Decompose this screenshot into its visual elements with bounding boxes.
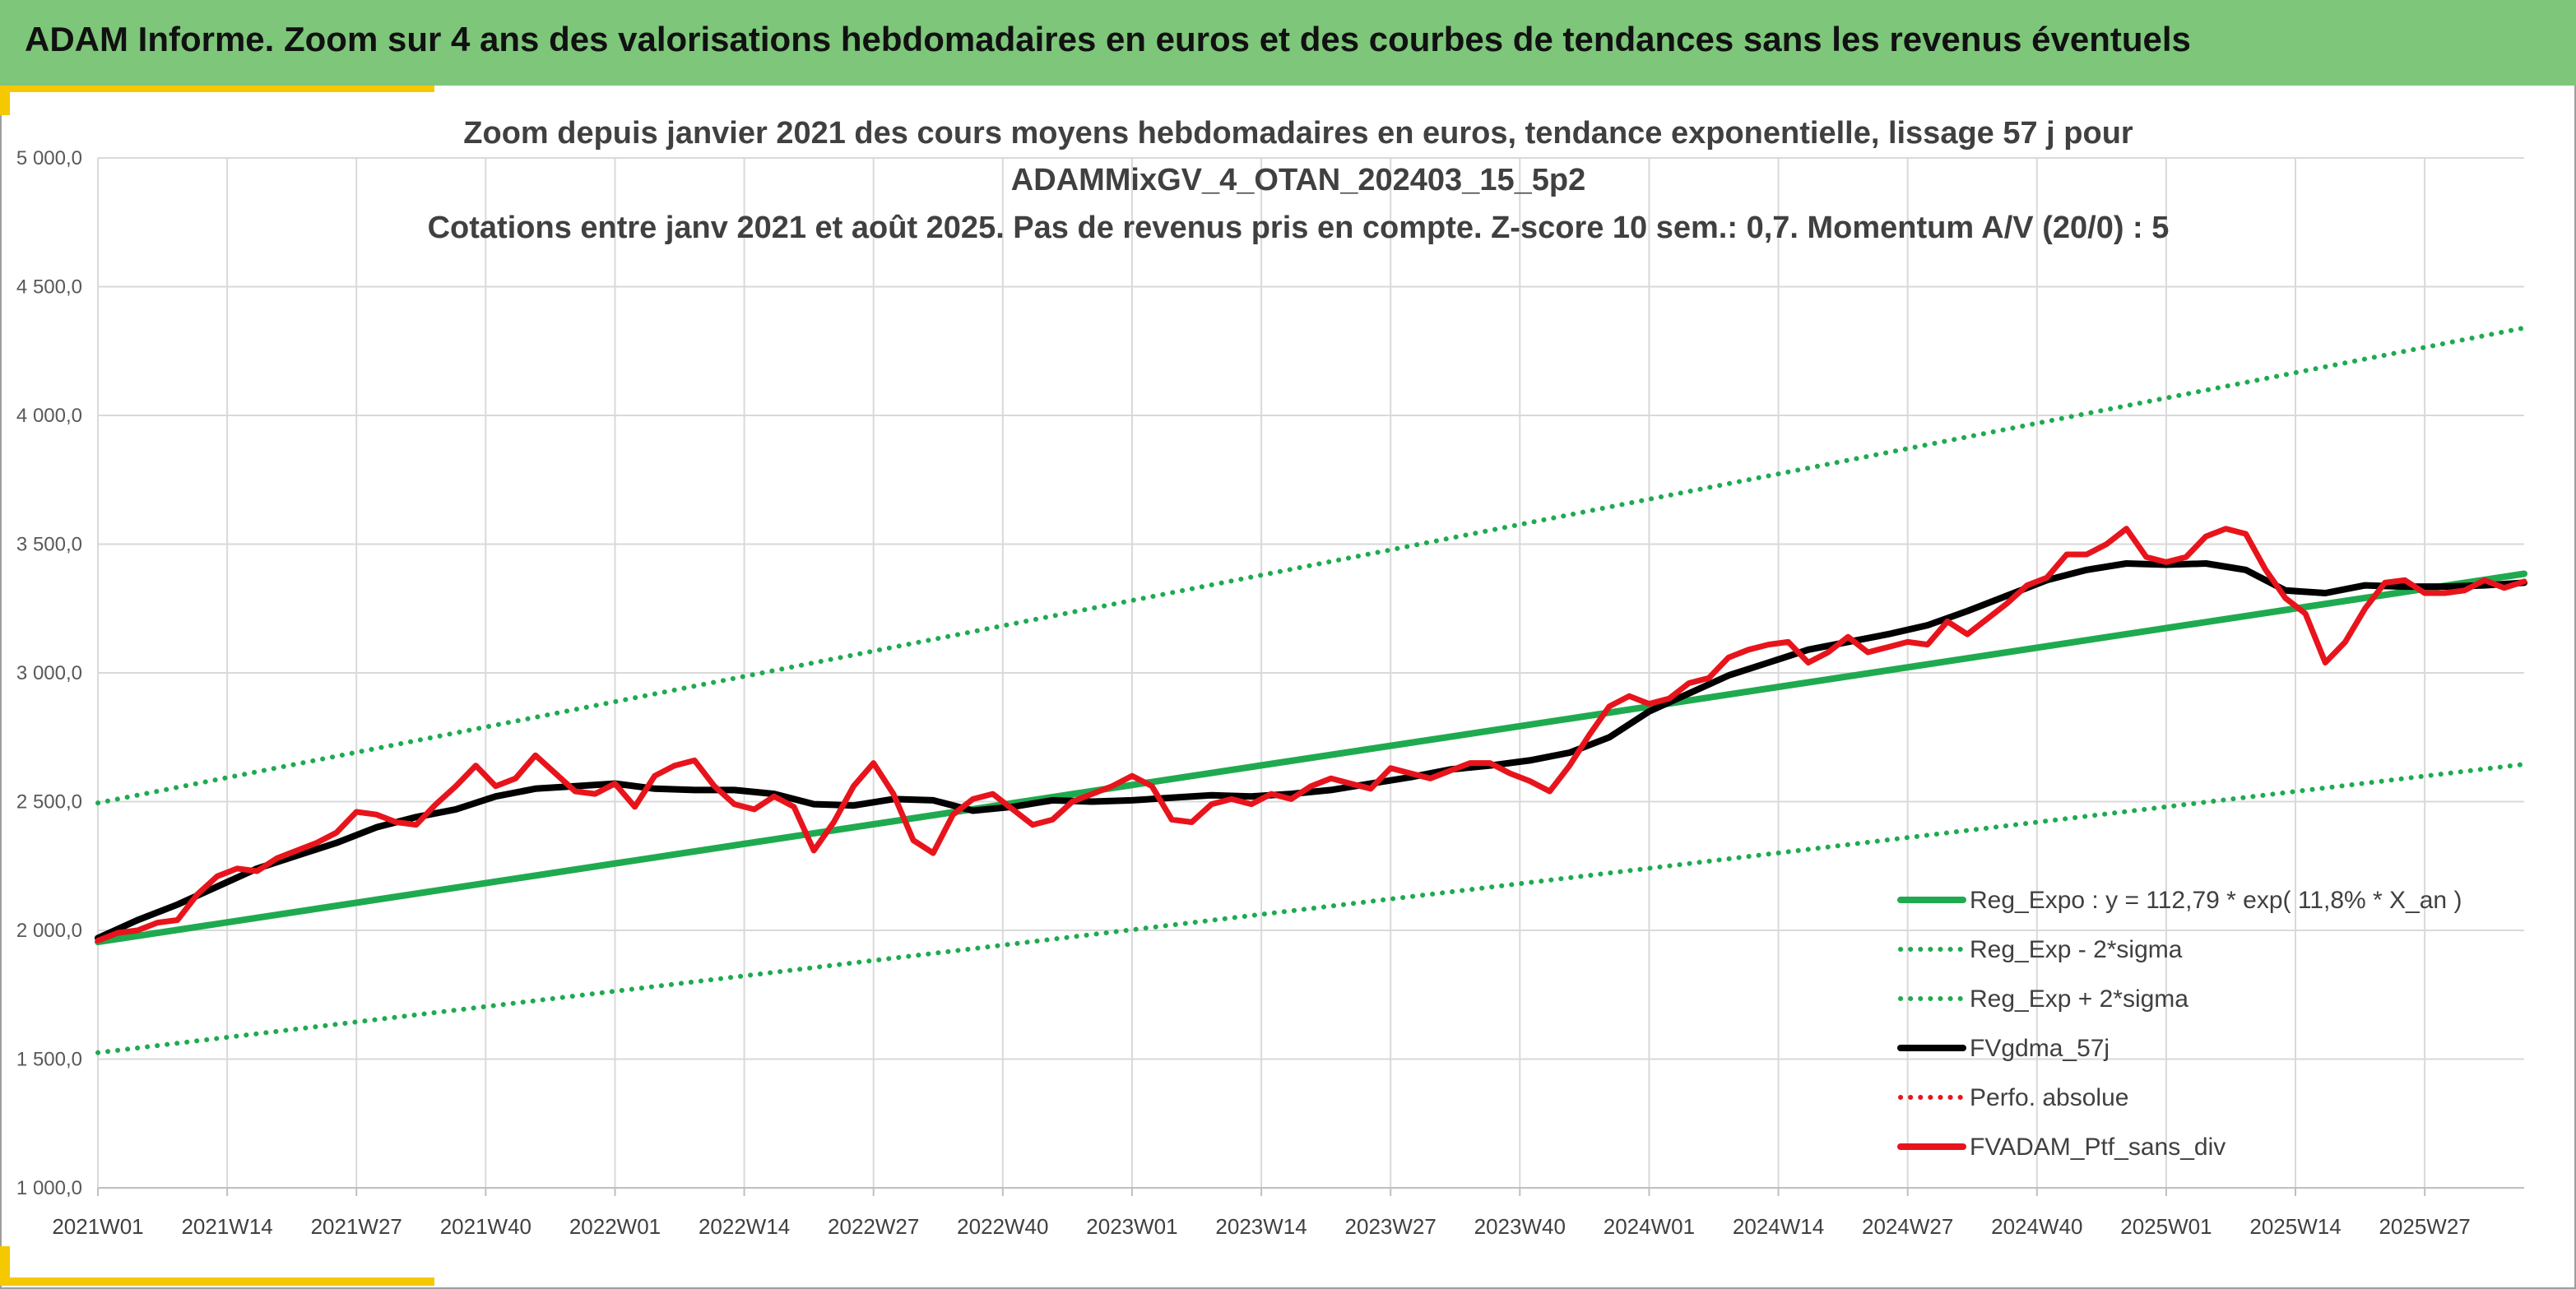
x-tick-label: 2021W27 bbox=[311, 1214, 402, 1239]
chart-title-line-1: Zoom depuis janvier 2021 des cours moyen… bbox=[463, 116, 2133, 151]
series-line-2 bbox=[95, 325, 2527, 806]
y-tick-label: 2 000,0 bbox=[16, 920, 82, 942]
accent-bar-bottom bbox=[0, 1277, 434, 1286]
y-axis-ticks: 5 000,0 4 500,0 4 000,0 3 500,0 3 000,0 2 500… bbox=[16, 147, 82, 1199]
x-tick-label: 2024W40 bbox=[1991, 1214, 2082, 1239]
x-tick-label: 2023W14 bbox=[1215, 1214, 1307, 1239]
y-tick-label: 3 000,0 bbox=[16, 662, 82, 684]
page-title: ADAM Informe. Zoom sur 4 ans des valoris… bbox=[25, 20, 2191, 58]
x-tick-label: 2025W01 bbox=[2120, 1214, 2212, 1239]
x-tick-label: 2022W40 bbox=[957, 1214, 1048, 1239]
x-tick-label: 2023W40 bbox=[1474, 1214, 1566, 1239]
x-tick-label: 2023W27 bbox=[1345, 1214, 1437, 1239]
x-tick-label: 2024W14 bbox=[1733, 1214, 1824, 1239]
series-line-0 bbox=[95, 570, 2527, 946]
series-line-1 bbox=[95, 762, 2527, 1055]
y-tick-label: 4 000,0 bbox=[16, 405, 82, 427]
series-line-5 bbox=[95, 526, 2527, 944]
x-tick-label: 2025W14 bbox=[2249, 1214, 2341, 1239]
x-tick-label: 2024W27 bbox=[1862, 1214, 1953, 1239]
legend-label-1: Reg_Exp - 2*sigma bbox=[1970, 936, 2183, 963]
header-banner: ADAM Informe. Zoom sur 4 ans des valoris… bbox=[0, 0, 2576, 86]
legend: Reg_Expo : y = 112,79 * exp( 11,8% * X_a… bbox=[1897, 887, 2462, 1161]
accent-bar-left-top bbox=[0, 86, 10, 115]
x-axis-ticks: 2021W01 2021W14 2021W27 2021W40 2022W01 2022W… bbox=[52, 1214, 2470, 1239]
y-tick-label: 5 000,0 bbox=[16, 147, 82, 169]
x-tick-label: 2022W14 bbox=[699, 1214, 790, 1239]
legend-label-5: FVADAM_Ptf_sans_div bbox=[1970, 1134, 2226, 1161]
legend-label-0: Reg_Expo : y = 112,79 * exp( 11,8% * X_a… bbox=[1970, 887, 2462, 914]
y-tick-label: 1 000,0 bbox=[16, 1177, 82, 1199]
chart-title-line-2: ADAMMixGV_4_OTAN_202403_15_5p2 bbox=[1011, 163, 1585, 197]
chart-title-line-3: Cotations entre janv 2021 et août 2025. … bbox=[428, 211, 2170, 245]
accent-bar-left-bottom bbox=[0, 1246, 10, 1286]
x-tick-label: 2022W27 bbox=[828, 1214, 919, 1239]
x-tick-label: 2021W14 bbox=[181, 1214, 272, 1239]
x-tick-label: 2023W01 bbox=[1086, 1214, 1177, 1239]
x-tick-label: 2022W01 bbox=[569, 1214, 661, 1239]
legend-label-4: Perfo. absolue bbox=[1970, 1084, 2128, 1111]
x-tick-label: 2021W40 bbox=[440, 1214, 531, 1239]
accent-bar-top bbox=[0, 86, 434, 92]
x-tick-label: 2024W01 bbox=[1604, 1214, 1695, 1239]
y-tick-label: 3 500,0 bbox=[16, 534, 82, 556]
y-tick-label: 1 500,0 bbox=[16, 1049, 82, 1071]
y-tick-label: 4 500,0 bbox=[16, 276, 82, 299]
series bbox=[95, 325, 2527, 1055]
series-line-3 bbox=[95, 560, 2527, 942]
legend-label-2: Reg_Exp + 2*sigma bbox=[1970, 985, 2188, 1013]
x-tick-label: 2025W27 bbox=[2379, 1214, 2470, 1239]
grid bbox=[97, 157, 2524, 1196]
y-tick-label: 2 500,0 bbox=[16, 791, 82, 814]
chart-title: Zoom depuis janvier 2021 des cours moyen… bbox=[428, 116, 2170, 245]
x-tick-label: 2021W01 bbox=[52, 1214, 143, 1239]
legend-label-3: FVgdma_57j bbox=[1970, 1035, 2110, 1062]
